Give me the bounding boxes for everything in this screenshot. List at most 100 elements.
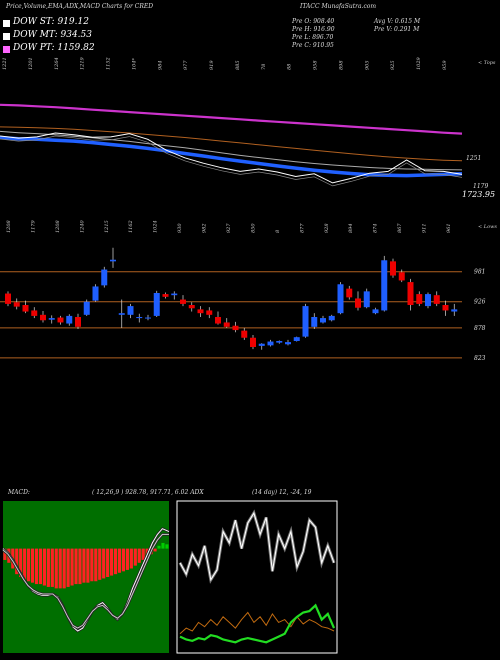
site-label: ITACC MunafaSutra.com: [300, 3, 377, 10]
macd-hist-bar: [102, 548, 106, 579]
ema-right-label-1: 1251: [466, 155, 481, 162]
candle-body: [13, 302, 20, 307]
ema-line-white: [0, 132, 463, 184]
macd-hist-bar: [15, 548, 19, 575]
pre-high: Pre H: 916.90: [292, 26, 335, 33]
price-corner-label: < Lows: [478, 224, 497, 230]
pre-close: Pre C: 910.95: [292, 42, 334, 49]
price-top-label: 1024: [153, 220, 159, 233]
macd-hist-bar: [23, 548, 27, 580]
macd-hist-bar: [82, 548, 86, 583]
legend-swatch-pt: [3, 46, 10, 53]
ema-line-white-shadow: [0, 135, 463, 187]
candle-body: [118, 313, 125, 315]
legend-swatch-mt: [3, 33, 10, 40]
macd-hist-bar: [161, 542, 165, 549]
ema-top-label: 905: [364, 60, 370, 70]
candle-body: [188, 305, 195, 309]
pre-volume: Pre V: 0.291 M: [374, 26, 420, 33]
ema-top-label: 1221: [2, 57, 8, 70]
price-top-label: 1215: [104, 220, 110, 233]
candle-body: [442, 305, 449, 311]
ema-top-label: 1201: [28, 57, 34, 70]
macd-hist-bar: [78, 548, 82, 585]
macd-hist-bar: [74, 548, 78, 585]
macd-hist-bar: [129, 548, 133, 569]
legend-dow-pt: DOW PT: 1159.82: [13, 43, 95, 53]
price-chart: 1208 1179 1208 1240 1215 1162 1024 930 982 927 850…: [0, 219, 497, 362]
candle-body: [5, 293, 11, 304]
macd-adx-charts: [2, 500, 338, 654]
avg-volume: Avg V: 0.615 M: [374, 18, 421, 25]
legend-dow-st: DOW ST: 919.12: [13, 17, 89, 27]
price-top-label: 911: [422, 223, 428, 233]
candle-body: [337, 284, 344, 314]
candle-body: [311, 317, 318, 327]
macd-hist-bar: [38, 548, 43, 585]
ema-top-label: 1152: [106, 57, 112, 70]
candle-body: [223, 322, 230, 327]
ema-top-label: 959: [442, 60, 448, 70]
macd-hist-bar: [141, 548, 145, 560]
candle-body: [153, 293, 160, 316]
candle-body: [40, 314, 46, 321]
macd-hist-bar: [34, 548, 39, 585]
ema-top-label: 898: [338, 60, 344, 70]
chart-title: Price,Volume,EMA,ADX,MACD Charts for CRE…: [6, 3, 154, 10]
macd-hist-bar: [94, 548, 98, 582]
price-level-label: 981: [474, 269, 485, 276]
macd-hist-bar: [98, 548, 102, 580]
macd-hist-bar: [46, 548, 50, 587]
ema-right-label-2: 1179: [473, 183, 488, 190]
candle-body: [258, 343, 265, 346]
adx-line-orange: [179, 611, 335, 635]
candle-body: [127, 306, 134, 315]
candle-body: [180, 299, 186, 304]
macd-hist-bar: [30, 548, 35, 583]
macd-hist-bar: [42, 548, 46, 586]
candle-body: [101, 269, 108, 286]
candle-body: [363, 291, 370, 308]
candle-body: [110, 259, 116, 262]
macd-hist-bar: [110, 548, 114, 576]
price-top-label: 1179: [30, 219, 36, 233]
macd-title: MACD:: [8, 489, 30, 496]
adx-line-green: [179, 603, 336, 644]
macd-hist-bar: [90, 548, 94, 582]
candle-body: [162, 294, 169, 297]
price-top-label: 961: [446, 223, 452, 233]
ema-top-label: 78: [261, 64, 267, 70]
pre-low: Pre L: 896.70: [292, 34, 334, 41]
price-top-label: 877: [299, 223, 305, 233]
macd-hist-bar: [66, 548, 70, 587]
price-level-label: 878: [474, 325, 486, 332]
candle-body: [66, 315, 73, 324]
macd-hist-bar: [113, 548, 118, 575]
ema-top-label: 1264: [54, 57, 60, 70]
ema-top-label: 984: [157, 60, 163, 70]
macd-hist-bar: [165, 544, 169, 549]
candle-body: [22, 305, 29, 312]
price-top-label: 894: [348, 223, 354, 233]
candle-body: [355, 298, 361, 308]
macd-hist-bar: [157, 545, 161, 549]
price-top-label: 1240: [79, 219, 85, 233]
candle-body: [83, 301, 90, 315]
ema-line-blue: [0, 135, 463, 178]
candle-body: [215, 317, 221, 324]
candle-body: [416, 294, 423, 304]
ema-line-pink: [0, 103, 463, 135]
macd-line-signal: [2, 533, 169, 629]
price-top-label: 850: [250, 223, 256, 233]
ema-top-label: 977: [183, 60, 189, 70]
macd-hist-bar: [121, 548, 126, 572]
ema-chart: 1221 1201 1264 1219 1152 104* 984 977 919 885 78 88…: [0, 56, 496, 199]
macd-hist-bar: [3, 548, 7, 560]
price-top-label: 927: [226, 223, 232, 233]
macd-hist-bar: [133, 548, 137, 566]
ema-line-grey: [0, 130, 463, 171]
candle-body: [241, 330, 248, 338]
ema-top-label: 88: [287, 64, 293, 70]
candle-body: [293, 337, 300, 341]
candle-body: [250, 337, 256, 347]
